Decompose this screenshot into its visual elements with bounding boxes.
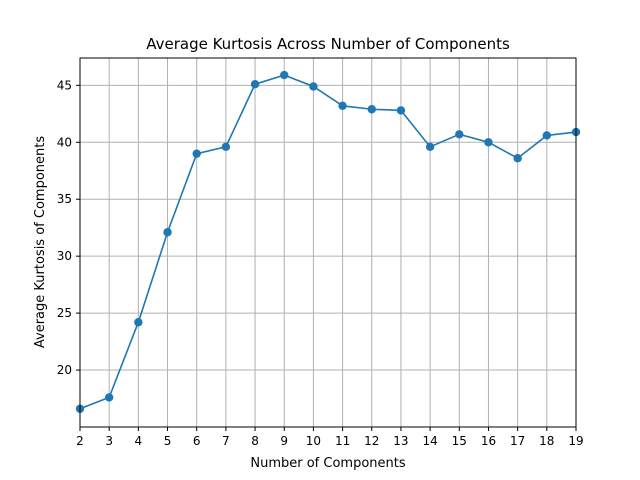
x-tick-label: 4 (135, 434, 143, 448)
data-point (221, 142, 231, 152)
x-tick-label: 10 (306, 434, 321, 448)
data-point (455, 130, 464, 139)
x-tick-label: 19 (568, 434, 583, 448)
data-point (484, 138, 493, 147)
data-point (309, 82, 318, 91)
x-tick-label: 18 (539, 434, 554, 448)
x-tick-label: 12 (364, 434, 379, 448)
x-tick-label: 2 (76, 434, 84, 448)
series-line (79, 74, 577, 410)
y-tick-label: 40 (57, 135, 72, 149)
x-tick-label: 11 (335, 434, 350, 448)
data-point (396, 106, 406, 115)
data-point (338, 101, 347, 111)
data-point (250, 79, 260, 89)
data-point (192, 149, 201, 158)
data-point (542, 131, 552, 140)
x-tick-label: 3 (105, 434, 113, 448)
data-point (280, 70, 289, 80)
x-tick-label: 5 (164, 434, 172, 448)
x-tick-label: 6 (193, 434, 201, 448)
y-tick-label: 30 (57, 249, 72, 263)
x-tick-label: 17 (510, 434, 525, 448)
x-tick-label: 8 (251, 434, 259, 448)
series-layer (75, 70, 581, 413)
data-point (367, 105, 376, 114)
x-tick-label: 16 (481, 434, 496, 448)
y-axis-label: Average Kurtosis of Components (33, 136, 48, 348)
chart-title: Average Kurtosis Across Number of Compon… (146, 35, 510, 53)
x-tick-label: 15 (452, 434, 467, 448)
y-tick-label: 35 (57, 192, 72, 206)
x-axis-label: Number of Components (250, 456, 405, 471)
data-point (104, 393, 114, 402)
x-tick-label: 7 (222, 434, 230, 448)
y-tick-label: 45 (57, 78, 72, 92)
x-tick-label: 9 (280, 434, 288, 448)
y-tick-label: 25 (57, 306, 72, 320)
data-point (513, 154, 522, 163)
data-point (134, 318, 143, 327)
plot-frame (79, 57, 577, 428)
data-point (425, 142, 435, 152)
x-tick-label: 13 (393, 434, 408, 448)
y-tick-label: 20 (57, 363, 72, 377)
data-point (163, 228, 172, 237)
x-tick-label: 14 (422, 434, 437, 448)
